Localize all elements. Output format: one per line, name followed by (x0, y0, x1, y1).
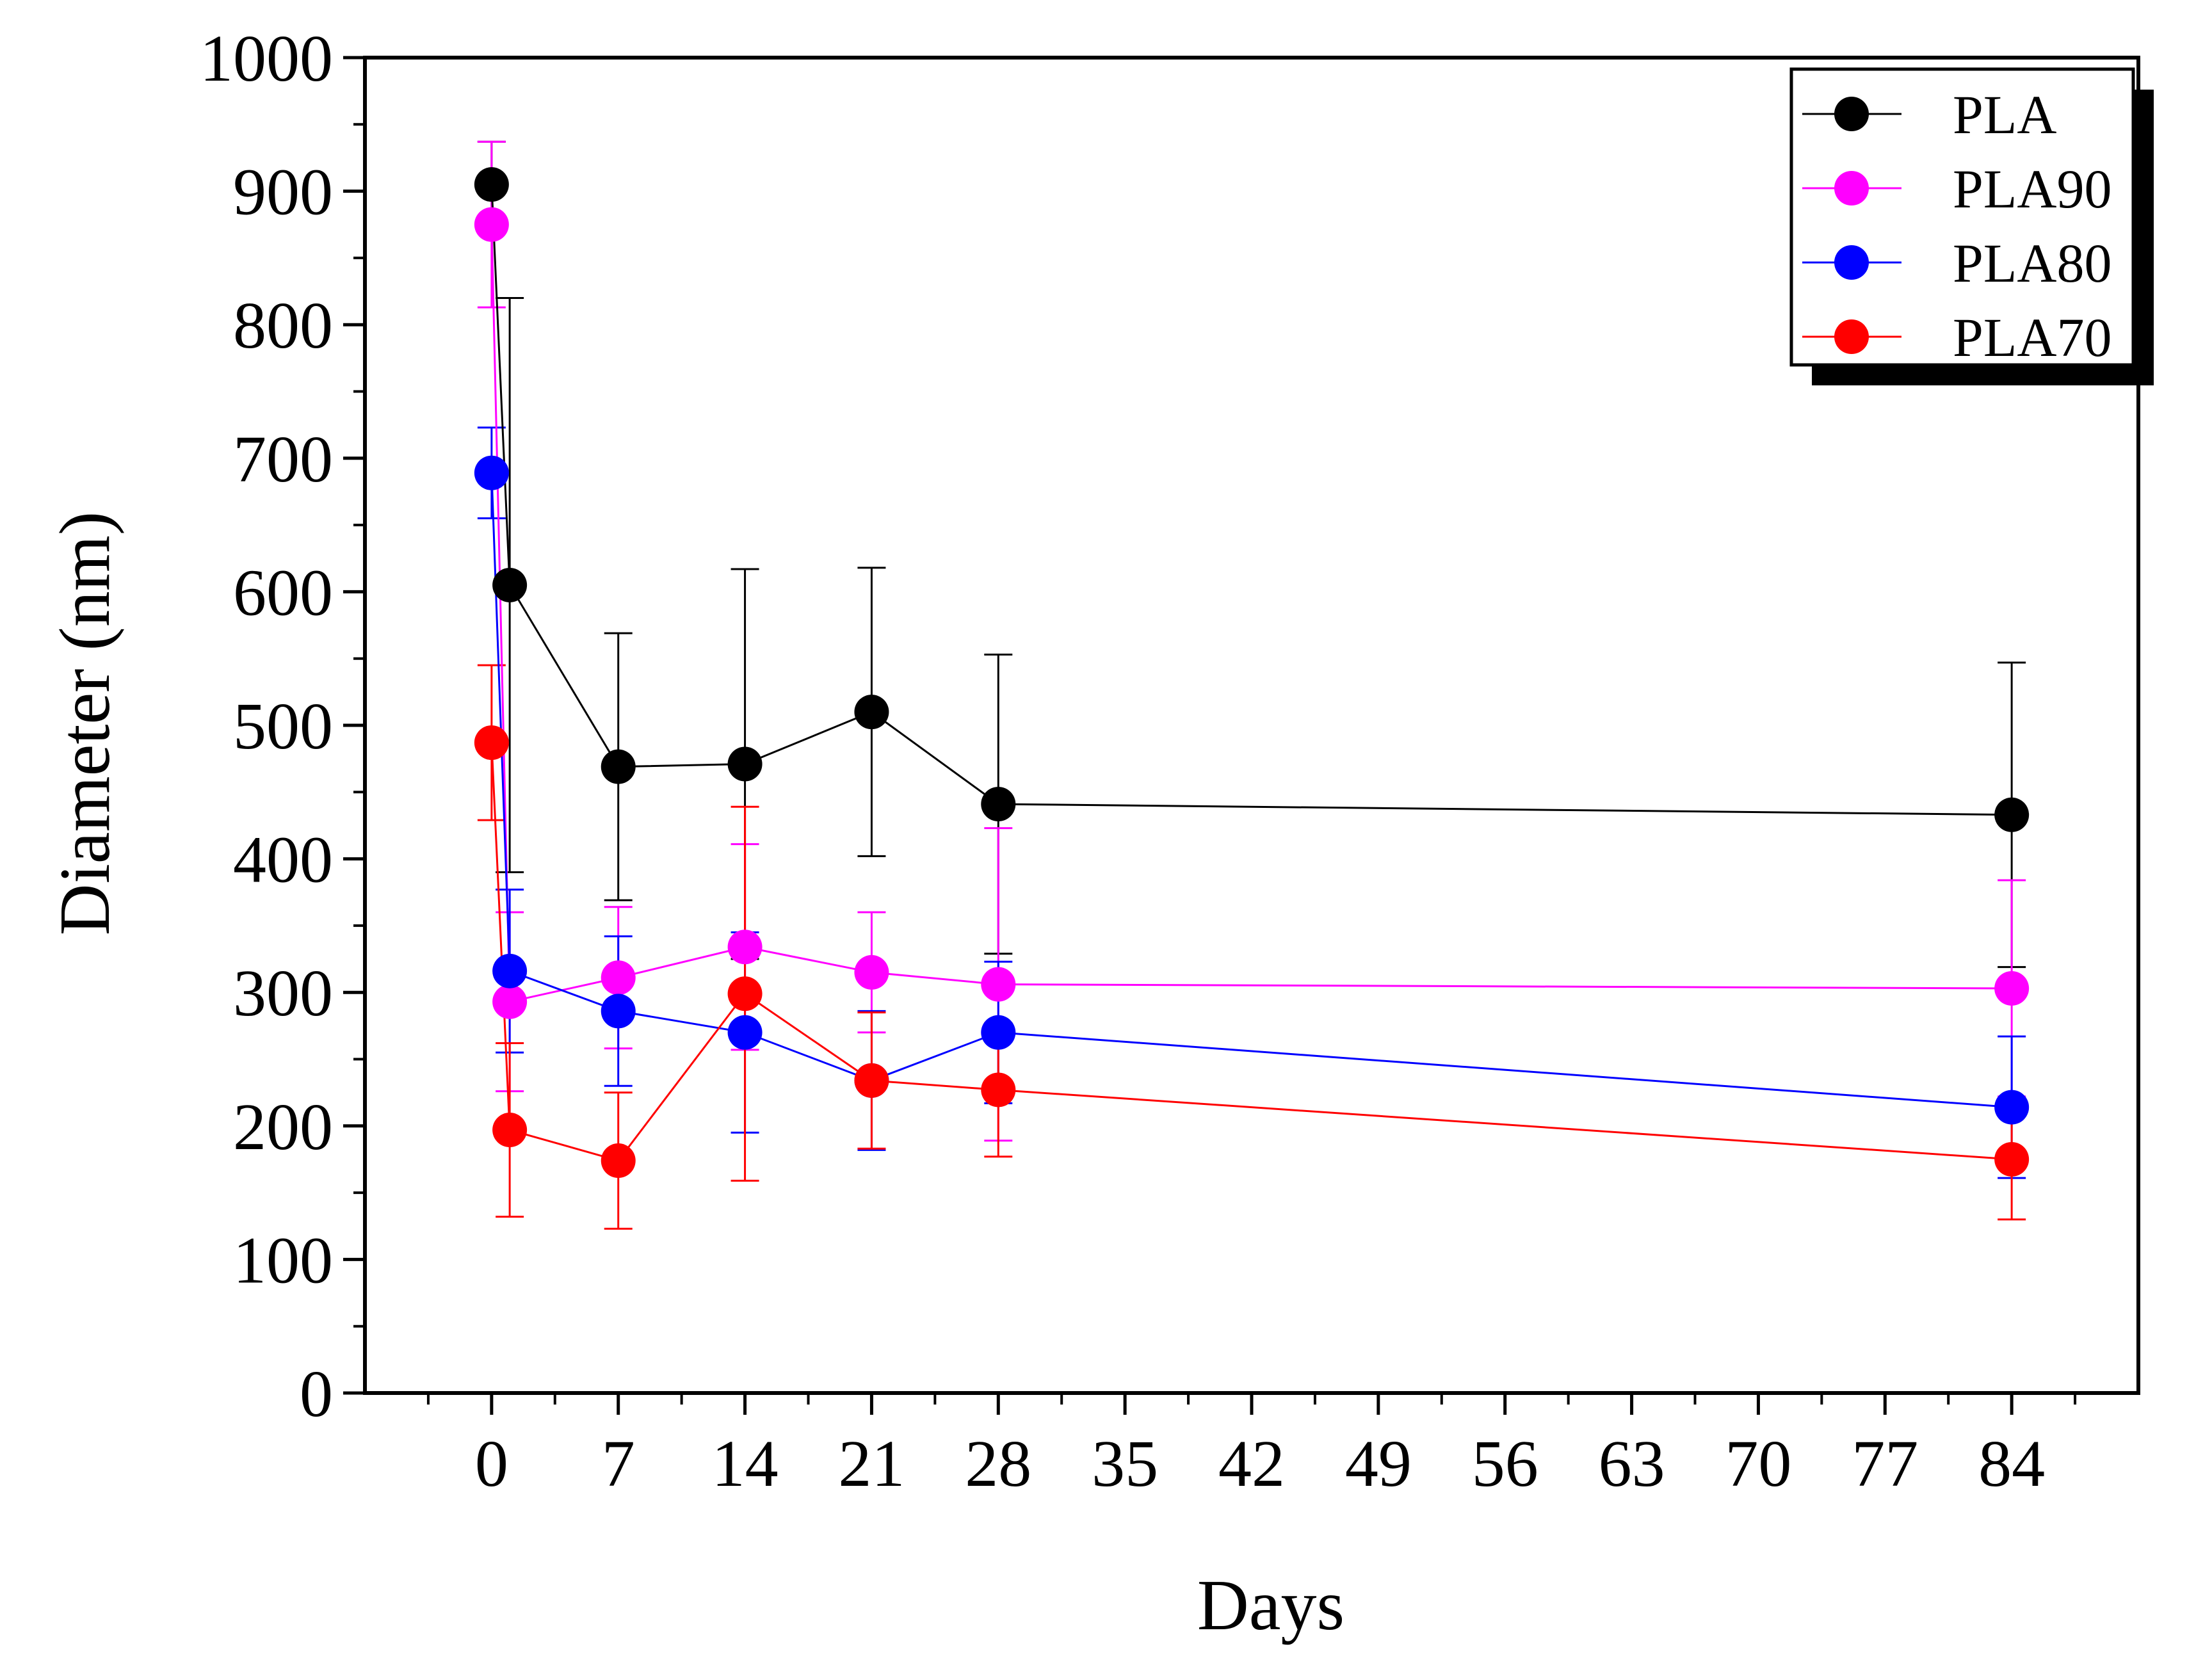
x-tick-label: 7 (602, 1427, 635, 1501)
y-tick-label: 200 (233, 1090, 333, 1164)
y-tick-label: 700 (233, 423, 333, 496)
data-points-layer (474, 167, 2030, 1179)
data-point-pla70 (727, 976, 763, 1011)
data-point-pla (1994, 797, 2030, 832)
series-line-pla70 (490, 743, 2012, 1162)
data-point-pla80 (981, 1015, 1016, 1050)
x-tick-label: 28 (965, 1427, 1031, 1501)
y-tick-label: 800 (233, 289, 333, 362)
y-tick-label: 300 (233, 956, 333, 1030)
data-point-pla80 (492, 953, 528, 988)
legend-label-pla80: PLA80 (1953, 232, 2111, 294)
data-point-pla (854, 695, 889, 730)
legend-label-pla70: PLA70 (1953, 307, 2111, 368)
data-point-pla90 (854, 954, 889, 990)
legend-label-pla90: PLA90 (1953, 158, 2111, 220)
data-point-pla (727, 746, 763, 782)
series-line-pla90 (490, 224, 2012, 1003)
data-point-pla (981, 787, 1016, 822)
series-line-pla (490, 184, 2012, 816)
data-point-pla (474, 167, 509, 202)
y-axis-label: Diameter (nm) (45, 511, 125, 935)
data-point-pla70 (1994, 1141, 2030, 1177)
y-tick-label: 1000 (200, 22, 333, 95)
y-tick-label: 0 (300, 1357, 333, 1431)
data-point-pla90 (474, 207, 509, 242)
x-tick-label: 0 (475, 1427, 508, 1501)
data-point-pla80 (601, 994, 636, 1029)
data-point-pla70 (854, 1063, 889, 1098)
legend-marker-pla (1834, 97, 1869, 131)
data-point-pla80 (727, 1015, 763, 1050)
x-tick-label: 49 (1345, 1427, 1412, 1501)
x-tick-label: 63 (1599, 1427, 1665, 1501)
data-point-pla80 (474, 455, 509, 490)
data-point-pla70 (492, 1113, 528, 1148)
x-tick-label: 21 (838, 1427, 905, 1501)
data-point-pla (492, 567, 528, 602)
y-tick-label: 900 (233, 156, 333, 229)
y-tick-label: 500 (233, 689, 333, 763)
legend: PLA PLA90 PLA80 PLA70 (1789, 67, 2154, 385)
x-axis: 0 7 14 21 28 35 42 49 56 63 70 77 84 (426, 1393, 2077, 1501)
y-tick-label: 400 (233, 823, 333, 897)
legend-marker-pla70 (1834, 319, 1869, 354)
data-point-pla90 (727, 930, 763, 965)
legend-items: PLA PLA90 PLA80 PLA70 (1802, 84, 2111, 368)
y-axis: 0 100 200 300 400 500 600 700 800 900 1000 (200, 22, 365, 1431)
series-line-pla80 (490, 472, 2012, 1109)
data-point-pla70 (981, 1072, 1016, 1107)
data-point-pla90 (601, 960, 636, 995)
x-tick-label: 35 (1092, 1427, 1158, 1501)
data-point-pla90 (492, 984, 528, 1019)
data-point-pla90 (1994, 970, 2030, 1006)
y-tick-label: 100 (233, 1223, 333, 1297)
data-point-pla70 (601, 1143, 636, 1179)
legend-label-pla: PLA (1953, 84, 2056, 145)
y-tick-label: 600 (233, 556, 333, 629)
x-axis-label: Days (1197, 1566, 1344, 1645)
legend-marker-pla90 (1834, 171, 1869, 205)
x-tick-label: 77 (1852, 1427, 1918, 1501)
x-tick-label: 56 (1472, 1427, 1538, 1501)
legend-marker-pla80 (1834, 245, 1869, 280)
x-tick-label: 42 (1218, 1427, 1285, 1501)
series-lines-layer (490, 184, 2012, 1162)
data-point-pla (601, 749, 636, 784)
x-tick-label: 84 (1978, 1427, 2045, 1501)
data-point-pla90 (981, 967, 1016, 1002)
data-point-pla70 (474, 725, 509, 761)
x-tick-label: 70 (1725, 1427, 1791, 1501)
data-point-pla80 (1994, 1090, 2030, 1125)
x-tick-label: 14 (712, 1427, 779, 1501)
